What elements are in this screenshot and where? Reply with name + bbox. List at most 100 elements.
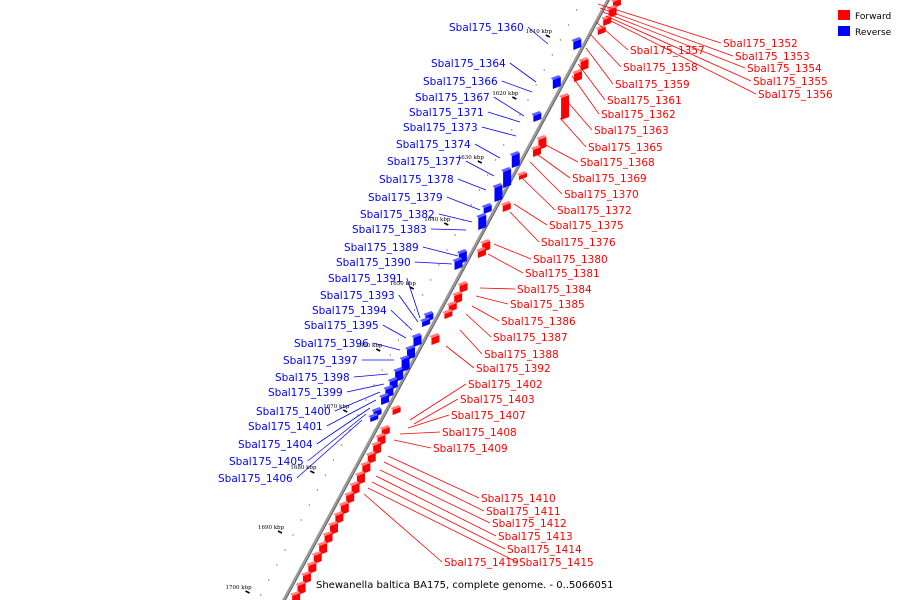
reverse-leader-line [438, 213, 473, 223]
tick-mark [277, 530, 283, 534]
forward-gene-arrow [346, 493, 355, 504]
gene-highlight [306, 561, 317, 566]
gene-highlight [578, 57, 589, 62]
reverse-gene-arrow [370, 415, 379, 422]
reverse-leader-line [465, 160, 495, 177]
forward-gene-label: Sbal175_1402 [468, 379, 543, 391]
gene-highlight [360, 461, 371, 466]
reverse-gene-label: Sbal175_1383 [352, 224, 427, 236]
grid-dot [292, 534, 294, 536]
forward-gene-label: Sbal175_1361 [607, 95, 682, 107]
gene-highlight [606, 5, 617, 10]
gene-highlight [354, 471, 365, 476]
reverse-gene-label: Sbal175_1397 [283, 355, 358, 367]
reverse-leader-line [316, 407, 371, 445]
gene-highlight [300, 571, 311, 576]
gene-highlight [492, 183, 503, 188]
reverse-gene-arrow [478, 215, 487, 230]
grid-dot [332, 459, 335, 461]
forward-gene-arrow [454, 293, 463, 304]
forward-gene-label: Sbal175_1376 [541, 237, 616, 249]
tick-label: 1640 kbp [424, 217, 451, 223]
reverse-gene-arrow [552, 77, 561, 89]
gene-highlight [456, 249, 467, 254]
forward-gene-arrow [329, 523, 338, 535]
gene-highlight [322, 531, 333, 536]
reverse-gene-label: Sbal175_1366 [423, 76, 498, 88]
forward-gene-label: Sbal175_1419 [444, 557, 519, 569]
gene-highlight [368, 413, 379, 418]
label-leader-lines [296, 3, 757, 563]
forward-gene-label: Sbal175_1407 [451, 410, 526, 422]
gene-highlight [536, 135, 547, 140]
reverse-leader-line [406, 277, 421, 319]
grid-dot [373, 384, 375, 386]
tick-mark [375, 348, 381, 352]
forward-gene-arrow [308, 563, 317, 574]
forward-gene-label: Sbal175_1365 [588, 142, 663, 154]
gene-highlight [452, 257, 463, 262]
forward-gene-arrow [459, 283, 468, 293]
gene-highlight [501, 167, 512, 172]
legend-forward-label: Forward [855, 12, 891, 22]
grid-dot [527, 99, 529, 101]
genome-caption: Shewanella baltica BA175, complete genom… [316, 580, 614, 591]
forward-leader-line [529, 161, 563, 195]
gene-arrows [290, 0, 621, 600]
tick-mark [409, 286, 415, 290]
reverse-gene-arrow [413, 335, 422, 347]
forward-gene-arrow [561, 95, 570, 120]
forward-gene-label: Sbal175_1408 [442, 427, 517, 439]
gene-highlight [411, 333, 422, 338]
forward-leader-line [589, 33, 622, 68]
reverse-leader-line [509, 62, 537, 83]
forward-gene-arrow [292, 593, 301, 600]
gene-highlight [423, 311, 434, 316]
grid-dot [454, 234, 456, 236]
reverse-gene-arrow [494, 185, 503, 202]
forward-leader-line [363, 493, 443, 563]
reverse-gene-label: Sbal175_1401 [248, 421, 323, 433]
forward-leader-line [493, 243, 532, 260]
gene-highlight [452, 291, 463, 296]
reverse-gene-label: Sbal175_1404 [238, 439, 313, 451]
gene-highlight [481, 203, 492, 208]
reverse-leader-line [430, 228, 467, 231]
gene-highlight [595, 25, 606, 30]
legend-reverse-label: Reverse [855, 28, 892, 38]
gene-highlight [442, 309, 453, 314]
gene-highlight [420, 317, 431, 322]
forward-gene-label: Sbal175_1375 [549, 220, 624, 232]
forward-gene-arrow [580, 59, 589, 71]
grid-dot [260, 594, 262, 596]
legend-reverse-swatch [838, 26, 850, 36]
reverse-leader-line [414, 261, 453, 265]
reverse-leader-line [481, 126, 517, 137]
tick-label: 1660 kbp [356, 343, 383, 349]
tick-mark [477, 160, 483, 164]
reverse-gene-label: Sbal175_1394 [312, 305, 387, 317]
reverse-leader-line [422, 246, 459, 257]
forward-gene-arrow [367, 453, 376, 464]
forward-gene-label: Sbal175_1413 [498, 531, 573, 543]
grid-dot [276, 564, 278, 566]
grid-dot [567, 24, 570, 26]
gene-highlight [601, 15, 612, 20]
reverse-gene-label: Sbal175_1374 [396, 139, 471, 151]
gene-highlight [379, 425, 390, 430]
reverse-gene-label: Sbal175_1396 [294, 338, 369, 350]
gene-highlight [516, 171, 527, 176]
forward-gene-arrow [431, 335, 440, 345]
forward-gene-label: Sbal175_1363 [594, 125, 669, 137]
forward-gene-label: Sbal175_1388 [484, 349, 559, 361]
gene-highlight [333, 511, 344, 516]
forward-gene-arrow [324, 533, 333, 544]
gene-highlight [399, 355, 410, 360]
gene-highlight [475, 247, 486, 252]
grid-dot [308, 504, 310, 506]
forward-gene-arrow [373, 443, 382, 455]
forward-leader-line [605, 15, 752, 82]
forward-gene-arrow [356, 473, 365, 485]
gene-highlight [387, 377, 398, 382]
tick-label: 1680 kbp [290, 465, 317, 471]
